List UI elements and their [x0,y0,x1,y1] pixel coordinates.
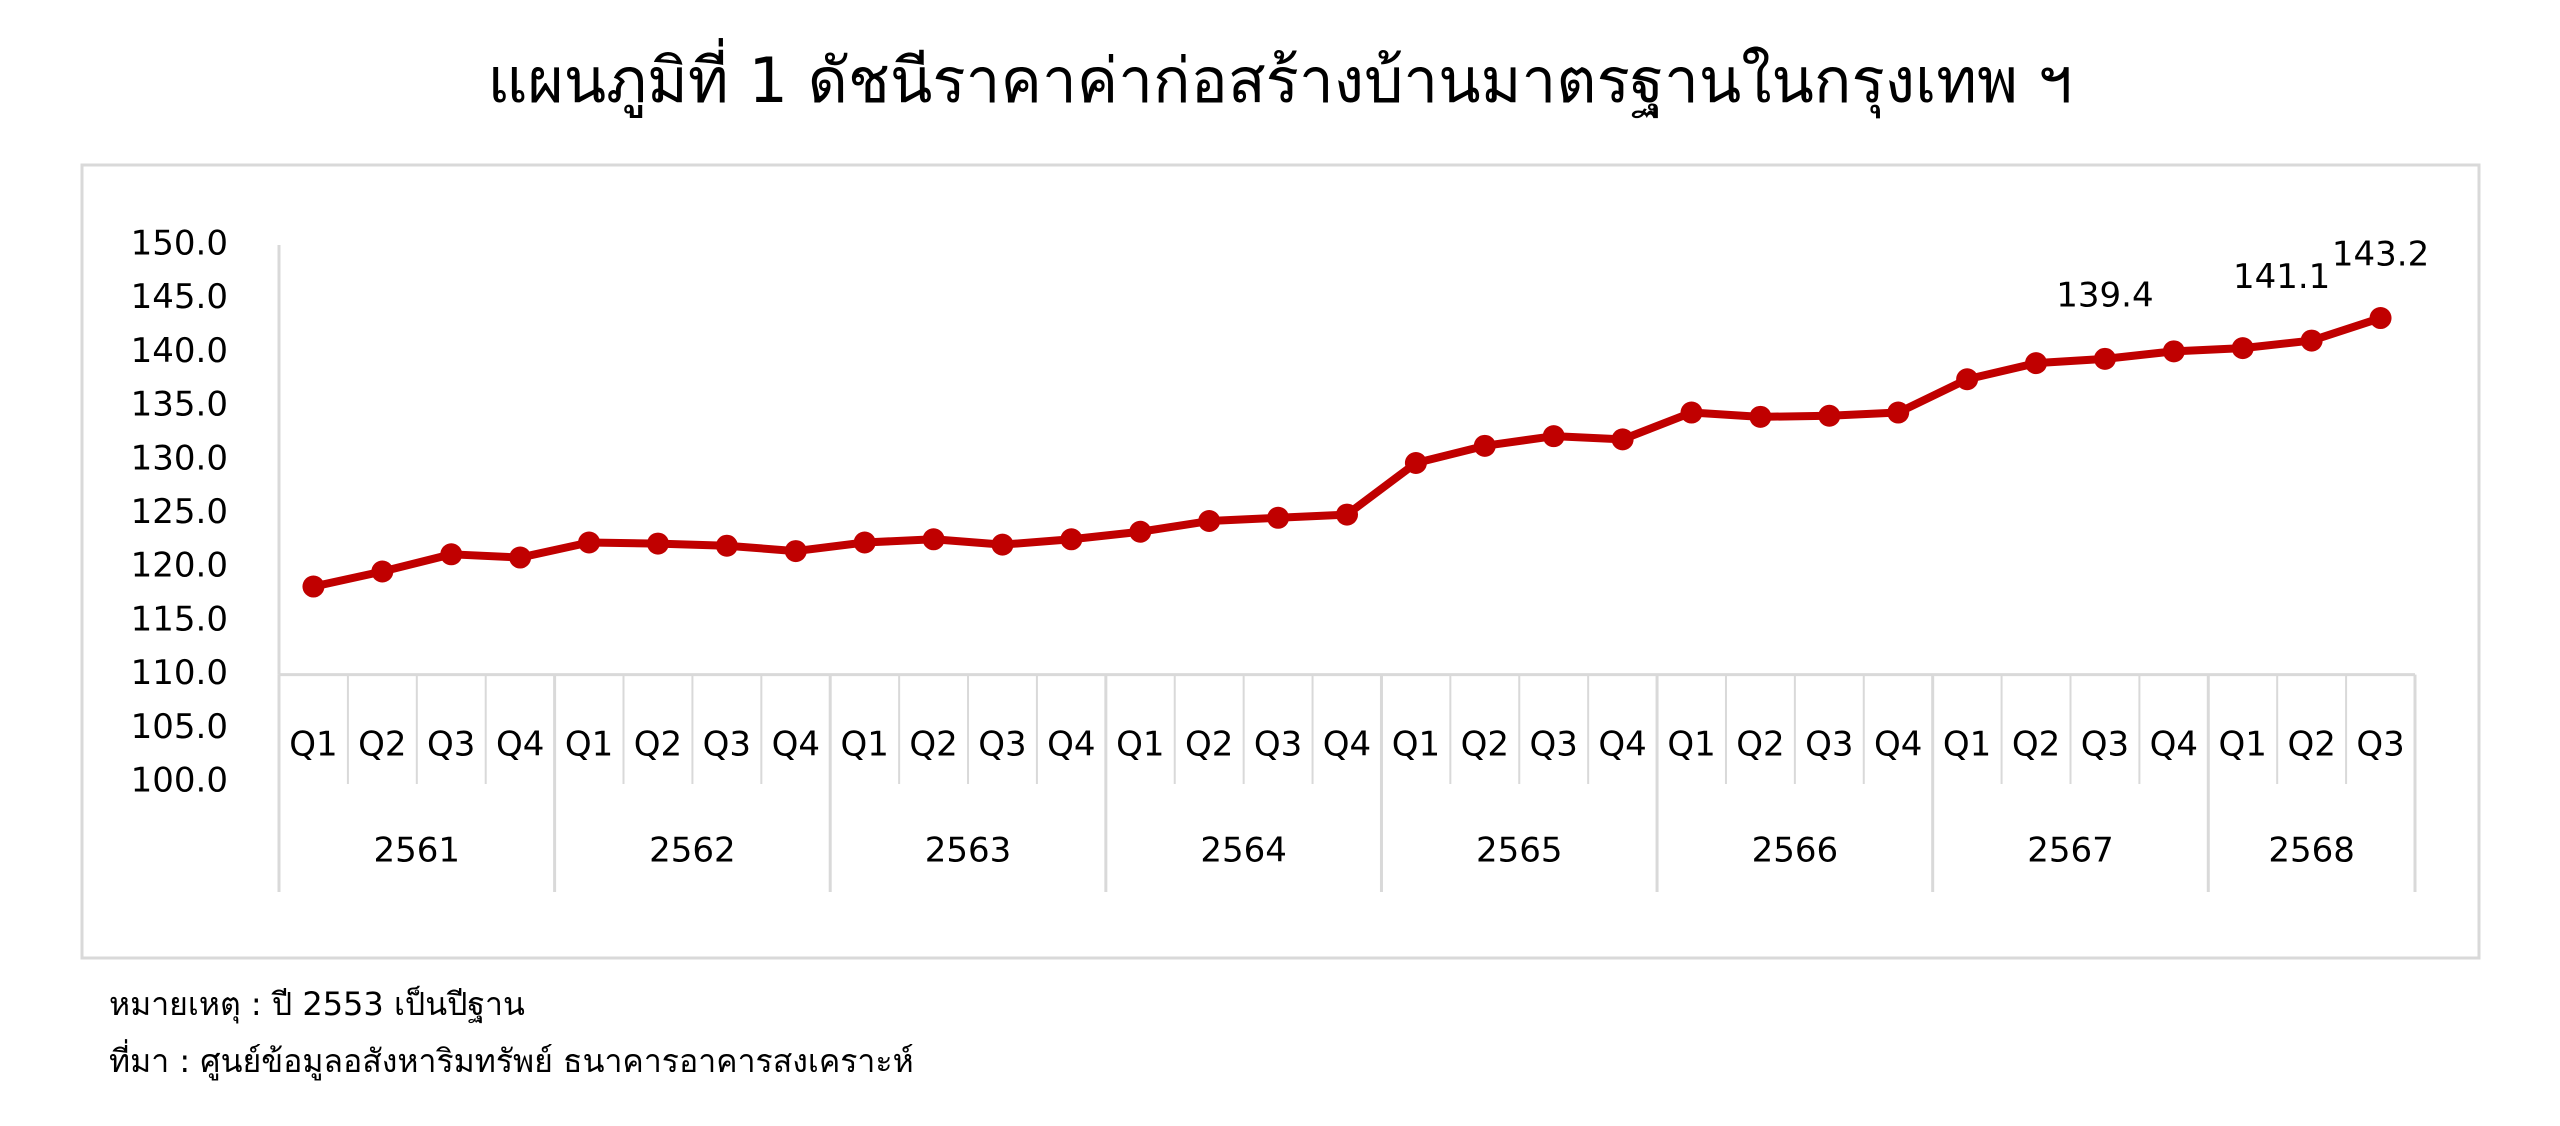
y-tick-label: 120.0 [131,546,228,586]
marker [578,531,601,554]
marker [509,546,532,569]
x-tick-label: Q3 [2081,725,2129,765]
x-tick-label: Q2 [634,725,682,765]
chart-frame [80,163,2481,960]
marker [2162,340,2185,363]
x-tick-label: Q4 [772,725,820,765]
x-tick-label: Q1 [565,725,613,765]
x-tick-label: Q4 [1598,725,1646,765]
source: ที่มา : ศูนย์ข้อมูลอสังหาริมทรัพย์ ธนาคา… [109,1039,914,1081]
marker [1336,503,1358,526]
marker [991,533,1014,556]
x-tick-label: Q4 [1047,725,1095,765]
marker [2025,352,2048,375]
y-tick-label: 100.0 [131,761,228,801]
marker [1818,404,1841,427]
x-tick-label: Q2 [2287,725,2335,765]
group-label: 2562 [649,831,736,871]
x-tick-label: Q3 [1254,725,1302,765]
y-tick-label: 115.0 [131,599,228,639]
marker [371,560,394,583]
x-tick-label: Q1 [840,725,888,765]
marker [1404,452,1427,475]
marker [440,543,463,566]
group-label: 2568 [2268,831,2355,871]
x-tick-label: Q4 [496,725,544,765]
x-tick-label: Q4 [1323,725,1371,765]
data-label: 139.4 [2056,275,2153,315]
x-tick-label: Q2 [1736,725,1784,765]
x-tick-label: Q3 [2356,725,2404,765]
group-label: 2564 [1200,831,1287,871]
x-tick-label: Q1 [1943,725,1991,765]
y-tick-label: 150.0 [131,224,228,264]
group-label: 2566 [1752,831,1839,871]
y-tick-label: 140.0 [131,331,228,371]
x-tick-label: Q2 [909,725,957,765]
marker [784,540,807,563]
y-tick-label: 105.0 [131,707,228,747]
x-tick-label: Q1 [2219,725,2267,765]
marker [302,575,325,598]
x-tick-label: Q3 [978,725,1026,765]
x-tick-label: Q2 [1185,725,1233,765]
marker [853,531,876,554]
marker [1542,425,1565,448]
x-tick-label: Q4 [1874,725,1922,765]
marker [1267,506,1290,529]
chart-title: แผนภูมิที่ 1 ดัชนีราคาค่าก่อสร้างบ้านมาต… [488,38,2073,118]
y-tick-label: 145.0 [131,277,228,317]
marker [646,532,669,555]
marker [1680,401,1703,424]
group-label: 2561 [374,831,461,871]
x-tick-label: Q1 [1116,725,1164,765]
x-tick-label: Q1 [289,725,337,765]
x-tick-label: Q3 [427,725,475,765]
marker [1749,405,1772,428]
group-label: 2565 [1476,831,1563,871]
marker [2369,307,2392,330]
y-tick-label: 110.0 [131,653,228,693]
marker [922,528,945,551]
marker [2231,337,2254,360]
marker [715,534,738,557]
marker [1198,510,1221,533]
y-tick-label: 125.0 [131,492,228,532]
marker [2300,329,2323,352]
x-tick-label: Q1 [1392,725,1440,765]
x-tick-label: Q3 [1805,725,1853,765]
x-tick-label: Q3 [1530,725,1578,765]
x-tick-label: Q1 [1667,725,1715,765]
group-label: 2563 [925,831,1012,871]
x-tick-label: Q2 [2012,725,2060,765]
x-tick-label: Q4 [2150,725,2198,765]
x-tick-label: Q2 [358,725,406,765]
x-tick-label: Q2 [1461,725,1509,765]
marker [1473,434,1496,457]
marker [1060,528,1083,551]
marker [1129,520,1152,543]
x-tick-label: Q3 [703,725,751,765]
group-label: 2567 [2027,831,2114,871]
marker [1887,401,1910,424]
data-label: 143.2 [2332,235,2429,275]
marker [1956,368,1979,391]
y-tick-label: 135.0 [131,385,228,425]
note: หมายเหตุ : ปี 2553 เป็นปีฐาน [109,985,525,1024]
marker [2093,347,2116,370]
marker [1611,428,1634,451]
data-label: 141.1 [2233,257,2330,297]
y-tick-label: 130.0 [131,438,228,478]
